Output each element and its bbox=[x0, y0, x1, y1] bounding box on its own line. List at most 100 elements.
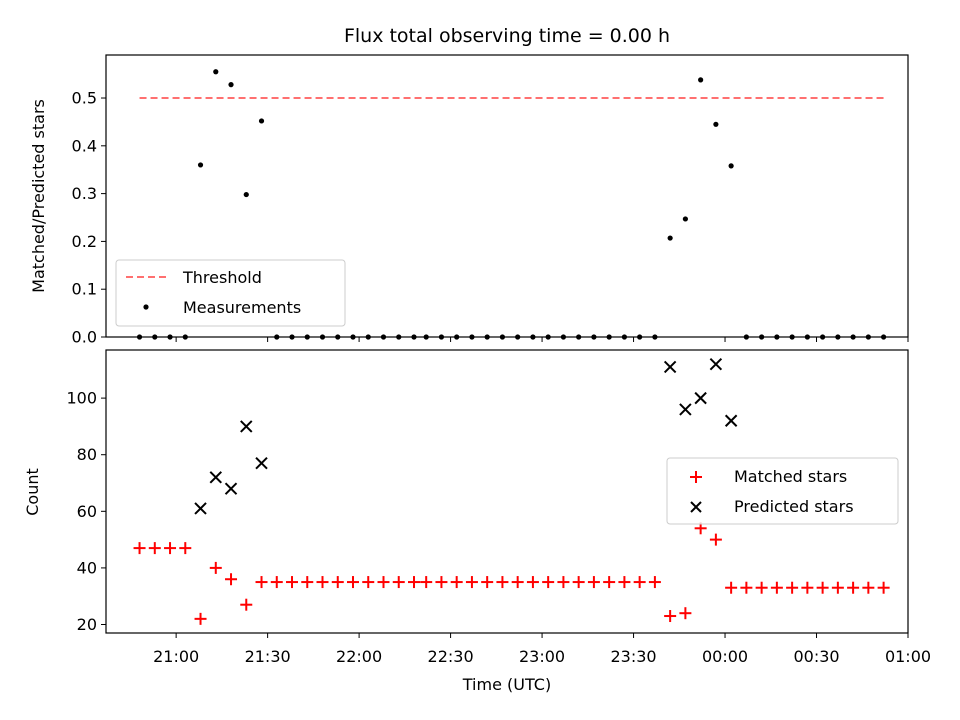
matched-star-marker bbox=[450, 576, 463, 589]
predicted-star-marker bbox=[709, 357, 723, 371]
measurement-point bbox=[197, 162, 204, 168]
matched-star-marker bbox=[557, 576, 570, 589]
predicted-star-marker bbox=[679, 403, 692, 416]
bottom-y-tick-label: 20 bbox=[77, 615, 97, 634]
matched-stars-legend-label: Matched stars bbox=[734, 467, 847, 486]
matched-star-marker bbox=[709, 533, 722, 546]
bottom-legend-box bbox=[666, 457, 899, 525]
matched-star-marker bbox=[587, 576, 600, 589]
matched-star-marker bbox=[255, 576, 268, 589]
measurement-point bbox=[865, 334, 871, 340]
measurement-point bbox=[304, 334, 310, 340]
matched-star-marker bbox=[831, 581, 844, 594]
measurement-point bbox=[637, 334, 643, 340]
matched-star-marker bbox=[740, 581, 753, 594]
measurement-point bbox=[423, 334, 429, 340]
measurement-point bbox=[484, 334, 490, 340]
matched-star-marker bbox=[816, 581, 829, 594]
measurement-point bbox=[243, 191, 249, 198]
chart-title: Flux total observing time = 0.00 h bbox=[344, 25, 670, 47]
x-tick-label: 01:00 bbox=[885, 647, 931, 666]
measurement-point bbox=[591, 334, 597, 340]
matched-star-marker bbox=[225, 573, 238, 586]
matched-star-marker bbox=[770, 581, 783, 594]
bottom-legend: Matched stars Predicted stars bbox=[666, 457, 899, 525]
measurement-point bbox=[576, 334, 582, 340]
matched-stars-legend-swatch bbox=[690, 471, 702, 483]
matched-star-marker bbox=[377, 576, 390, 589]
predicted-star-marker bbox=[724, 414, 738, 427]
top-y-tick-label: 0.2 bbox=[72, 232, 97, 251]
matched-star-marker bbox=[542, 576, 555, 589]
predicted-star-marker bbox=[194, 502, 207, 515]
predicted-star-marker bbox=[663, 360, 677, 374]
matched-star-marker bbox=[407, 576, 420, 589]
matched-star-marker bbox=[496, 576, 509, 589]
measurement-point bbox=[289, 334, 295, 340]
measurement-point bbox=[835, 334, 841, 340]
matched-star-marker bbox=[603, 576, 616, 589]
matched-star-marker bbox=[618, 576, 631, 589]
measurement-point bbox=[454, 334, 460, 340]
matched-star-marker bbox=[270, 576, 283, 589]
measurement-point bbox=[319, 334, 326, 340]
matched-star-marker bbox=[209, 561, 222, 574]
bottom-y-tick-label: 80 bbox=[77, 445, 97, 464]
matched-star-marker bbox=[481, 576, 494, 589]
measurement-point bbox=[167, 334, 173, 340]
top-legend: Threshold Measurements bbox=[115, 259, 346, 327]
matched-star-marker bbox=[331, 576, 344, 589]
measurement-point bbox=[759, 334, 765, 340]
measurement-point bbox=[621, 334, 628, 340]
matched-star-marker bbox=[526, 576, 539, 589]
matched-star-marker bbox=[847, 581, 860, 594]
x-axis-label: Time (UTC) bbox=[462, 675, 551, 694]
measurement-point bbox=[560, 334, 567, 340]
bottom-y-axis-label: Count bbox=[23, 468, 42, 516]
measurement-point bbox=[213, 69, 219, 75]
bottom-subplot: Count Time (UTC) bbox=[23, 349, 909, 694]
top-legend-box bbox=[115, 259, 346, 327]
matched-star-marker bbox=[240, 598, 253, 611]
top-subplot: Flux total observing time = 0.00 h Match… bbox=[29, 25, 909, 338]
x-tick-label: 23:00 bbox=[519, 647, 565, 666]
x-tick-label: 22:00 bbox=[336, 647, 382, 666]
measurement-point bbox=[789, 334, 795, 340]
matched-star-marker bbox=[347, 576, 360, 589]
measurement-point bbox=[182, 334, 188, 340]
measurement-point bbox=[728, 163, 734, 169]
measurement-point bbox=[152, 334, 158, 340]
measurement-point bbox=[228, 82, 234, 88]
matched-star-marker bbox=[877, 581, 890, 594]
predicted-star-marker bbox=[240, 420, 253, 433]
x-tick-label: 00:30 bbox=[793, 647, 839, 666]
top-y-tick-label: 0.5 bbox=[72, 89, 97, 108]
matched-star-marker bbox=[133, 542, 146, 555]
bottom-y-tick-label: 100 bbox=[66, 389, 97, 408]
matched-star-marker bbox=[194, 612, 207, 625]
threshold-legend-label: Threshold bbox=[182, 268, 262, 287]
top-y-tick-label: 0.4 bbox=[72, 136, 97, 155]
measurement-point bbox=[545, 334, 551, 340]
x-tick-label: 23:30 bbox=[610, 647, 656, 666]
matched-star-marker bbox=[801, 581, 814, 594]
matched-star-marker bbox=[179, 542, 192, 555]
x-tick-label: 21:30 bbox=[245, 647, 291, 666]
measurement-point bbox=[258, 118, 265, 124]
predicted-star-marker bbox=[209, 471, 222, 484]
matched-star-marker bbox=[465, 576, 478, 589]
predicted-star-marker bbox=[694, 391, 707, 405]
matched-star-marker bbox=[648, 576, 661, 589]
bottom-y-tick-label: 40 bbox=[77, 558, 97, 577]
measurement-point bbox=[667, 235, 673, 241]
matched-star-marker bbox=[301, 576, 314, 589]
measurement-point bbox=[365, 334, 371, 340]
top-axes-frame bbox=[105, 54, 909, 338]
top-y-tick-label: 0.1 bbox=[72, 280, 97, 299]
matched-star-marker bbox=[786, 581, 799, 594]
top-y-tick-label: 0.3 bbox=[72, 184, 97, 203]
matched-star-marker bbox=[435, 576, 448, 589]
matched-star-marker bbox=[664, 610, 677, 623]
